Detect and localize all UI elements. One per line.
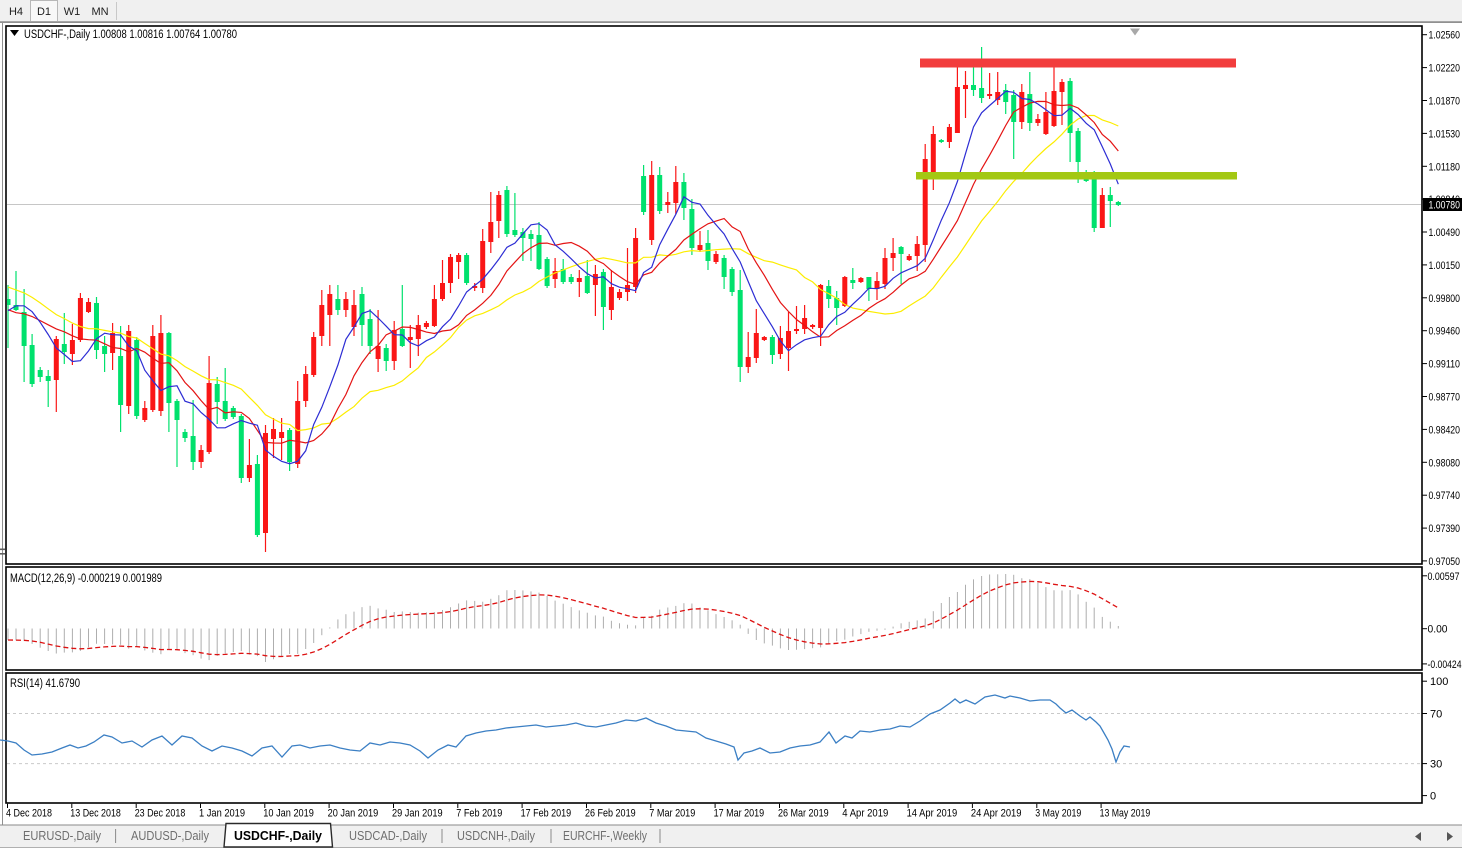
svg-text:1.01530: 1.01530 [1429,128,1461,140]
svg-text:14 Apr 2019: 14 Apr 2019 [907,808,958,820]
svg-text:29 Jan 2019: 29 Jan 2019 [392,808,443,820]
svg-text:1.00780: 1.00780 [1429,200,1461,212]
svg-text:4 Dec 2018: 4 Dec 2018 [6,808,52,820]
svg-text:7 Feb 2019: 7 Feb 2019 [456,808,502,820]
svg-text:0.97050: 0.97050 [1429,556,1461,568]
svg-text:USDCNH-,Daily: USDCNH-,Daily [457,829,536,843]
svg-text:13 Dec 2018: 13 Dec 2018 [70,808,121,820]
svg-text:23 Dec 2018: 23 Dec 2018 [135,808,186,820]
svg-text:4 Apr 2019: 4 Apr 2019 [842,808,888,820]
svg-text:H4: H4 [9,6,23,18]
svg-text:17 Feb 2019: 17 Feb 2019 [521,808,572,820]
svg-text:3 May 2019: 3 May 2019 [1035,808,1081,820]
svg-text:70: 70 [1430,709,1442,721]
svg-text:100: 100 [1430,676,1448,688]
svg-text:17 Mar 2019: 17 Mar 2019 [714,808,765,820]
svg-text:MN: MN [91,6,108,18]
svg-text:EURUSD-,Daily: EURUSD-,Daily [23,829,102,843]
svg-text:13 May 2019: 13 May 2019 [1100,808,1151,820]
svg-text:1.02560: 1.02560 [1429,30,1461,42]
svg-text:1.01180: 1.01180 [1429,161,1461,173]
svg-text:AUDUSD-,Daily: AUDUSD-,Daily [131,829,210,843]
svg-text:-0.00424: -0.00424 [1428,659,1462,671]
svg-text:D1: D1 [37,6,51,18]
svg-text:1.00150: 1.00150 [1429,260,1461,272]
svg-text:1.01870: 1.01870 [1429,96,1461,108]
svg-text:0: 0 [1430,791,1436,803]
svg-text:7 Mar 2019: 7 Mar 2019 [649,808,695,820]
svg-text:1.02220: 1.02220 [1429,63,1461,75]
svg-text:0.99460: 0.99460 [1429,326,1461,338]
svg-text:USDCHF-,Daily: USDCHF-,Daily [234,829,322,843]
svg-text:0.98420: 0.98420 [1429,424,1461,436]
svg-text:20 Jan 2019: 20 Jan 2019 [328,808,379,820]
svg-text:10 Jan 2019: 10 Jan 2019 [263,808,314,820]
svg-text:0.00: 0.00 [1428,624,1448,636]
svg-text:USDCAD-,Daily: USDCAD-,Daily [349,829,428,843]
svg-text:1.00490: 1.00490 [1429,227,1461,239]
svg-text:0.99800: 0.99800 [1429,293,1461,305]
svg-text:26 Mar 2019: 26 Mar 2019 [778,808,829,820]
svg-text:1 Jan 2019: 1 Jan 2019 [199,808,245,820]
svg-text:30: 30 [1430,759,1442,771]
svg-text:0.98080: 0.98080 [1429,457,1461,469]
svg-text:EURCHF-,Weekly: EURCHF-,Weekly [563,829,648,843]
svg-text:RSI(14) 41.6790: RSI(14) 41.6790 [10,678,80,690]
svg-text:0.97390: 0.97390 [1429,523,1461,535]
svg-text:24 Apr 2019: 24 Apr 2019 [971,808,1022,820]
svg-text:0.97740: 0.97740 [1429,490,1461,502]
svg-text:0.99110: 0.99110 [1429,359,1461,371]
svg-text:26 Feb 2019: 26 Feb 2019 [585,808,636,820]
svg-text:0.00597: 0.00597 [1428,571,1460,583]
svg-text:W1: W1 [64,6,81,18]
svg-text:0.98770: 0.98770 [1429,392,1461,404]
svg-text:USDCHF-,Daily 1.00808 1.00816: USDCHF-,Daily 1.00808 1.00816 1.00764 1.… [24,29,237,41]
svg-text:MACD(12,26,9) -0.000219 0.0019: MACD(12,26,9) -0.000219 0.001989 [10,573,162,585]
